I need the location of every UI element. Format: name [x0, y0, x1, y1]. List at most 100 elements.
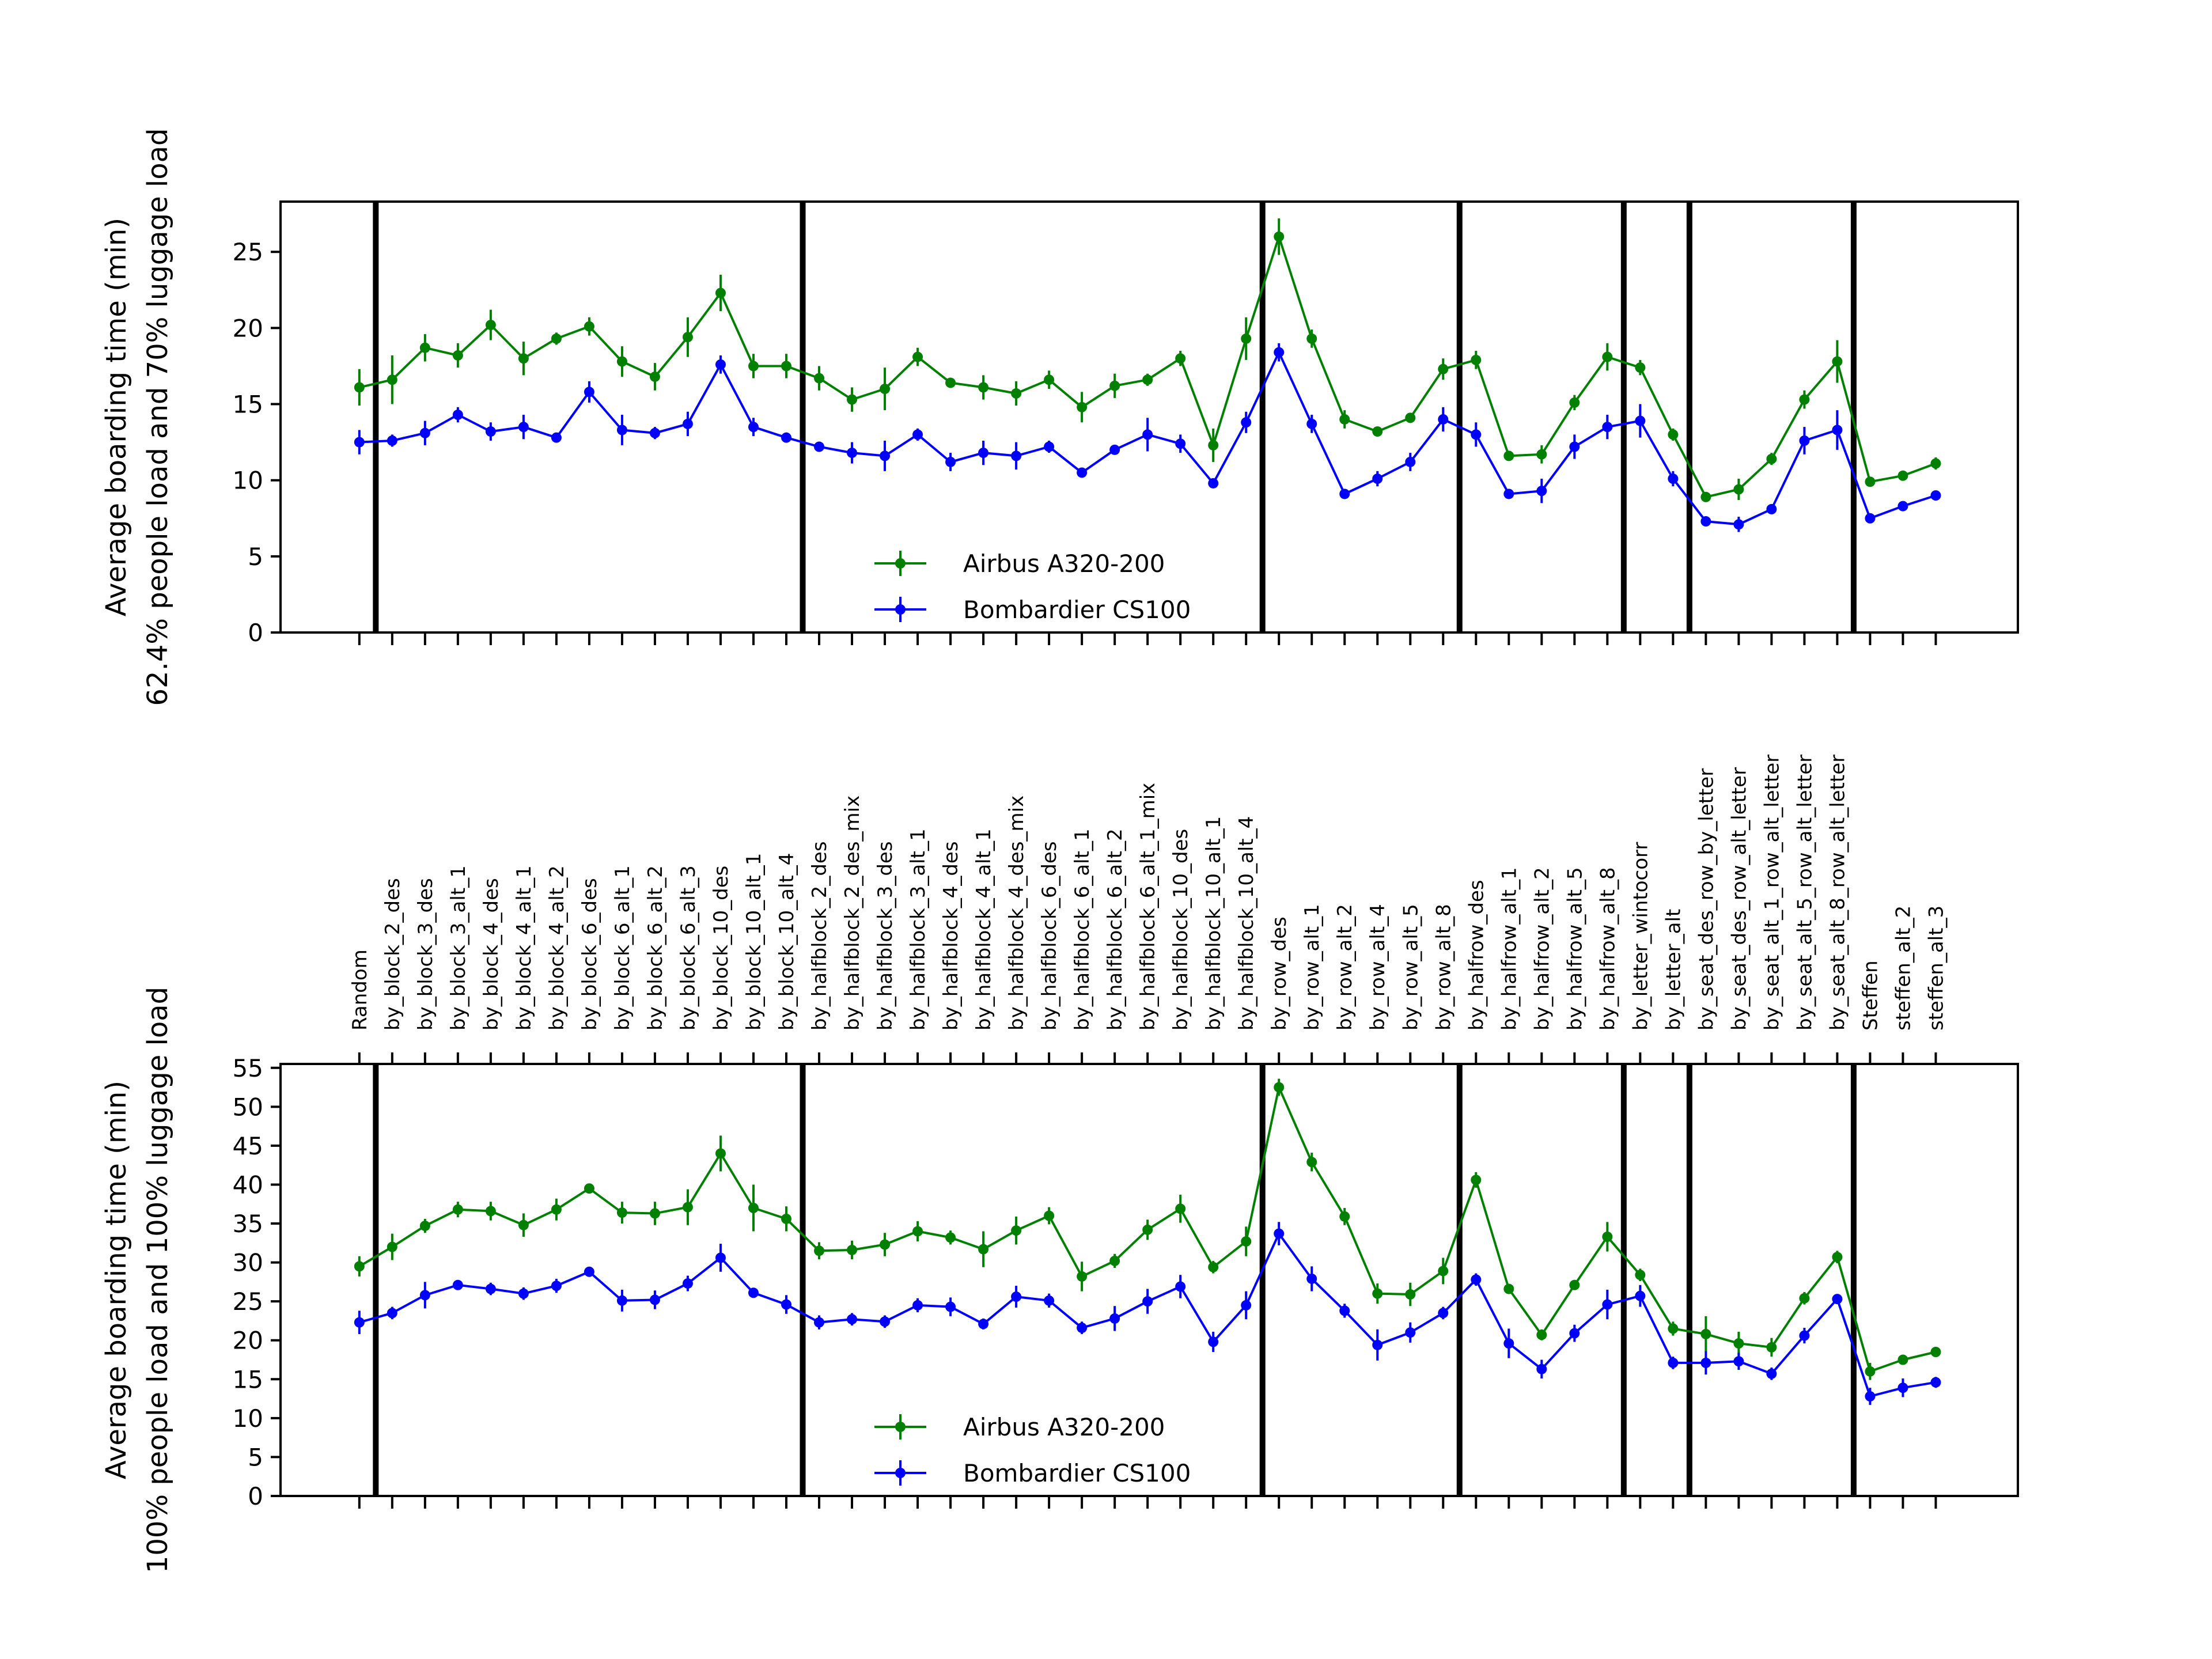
category-label: by_letter_wintocorr: [1629, 842, 1652, 1031]
category-label: by_block_10_des: [710, 866, 733, 1031]
data-point: [551, 333, 562, 344]
data-point: [1700, 1357, 1711, 1368]
data-point: [748, 361, 759, 372]
series-bombardier-cs100: [354, 1222, 1941, 1405]
legend-label: Airbus A320-200: [963, 550, 1165, 578]
legend-marker: [895, 558, 906, 569]
data-point: [880, 450, 891, 461]
category-label: by_row_alt_5: [1399, 904, 1422, 1031]
data-point: [748, 422, 759, 433]
data-point: [1011, 388, 1022, 399]
data-point: [1438, 1266, 1449, 1277]
data-point: [1077, 1271, 1088, 1282]
data-point: [485, 1206, 496, 1217]
data-point: [945, 1301, 956, 1312]
y-tick-label: 10: [233, 467, 263, 495]
data-point: [1109, 1255, 1120, 1266]
data-point: [1142, 374, 1153, 385]
axes-frame: [279, 200, 2019, 634]
category-label: by_halfblock_2_des: [808, 841, 831, 1031]
category-label: by_seat_des_row_by_letter: [1695, 768, 1718, 1031]
data-point: [1832, 356, 1843, 367]
data-point: [945, 377, 956, 388]
data-point: [1536, 449, 1547, 460]
data-point: [1011, 450, 1022, 461]
data-point: [1930, 1377, 1941, 1388]
data-point: [1897, 470, 1908, 481]
category-label: Random: [349, 949, 372, 1031]
data-point: [847, 1244, 858, 1255]
data-point: [518, 1288, 529, 1299]
data-point: [1438, 363, 1449, 374]
category-label: by_seat_alt_1_row_alt_letter: [1760, 755, 1783, 1031]
legend-label: Airbus A320-200: [963, 1413, 1165, 1441]
data-point: [814, 1317, 825, 1328]
data-point: [1306, 1273, 1317, 1284]
data-point: [1503, 450, 1514, 461]
data-point: [1339, 414, 1350, 425]
data-point: [1077, 467, 1088, 478]
category-label: by_block_3_des: [414, 878, 437, 1031]
axes-frame: [279, 1063, 2019, 1497]
data-point: [781, 1299, 792, 1310]
category-label: by_letter_alt: [1662, 909, 1685, 1031]
data-point: [1077, 1323, 1088, 1334]
data-point: [1339, 1305, 1350, 1316]
category-label: by_row_alt_8: [1432, 904, 1455, 1031]
data-point: [1635, 1270, 1646, 1281]
data-point: [1175, 1281, 1186, 1292]
y-tick-label: 45: [233, 1132, 263, 1160]
data-point: [1700, 516, 1711, 527]
data-point: [781, 432, 792, 443]
data-point: [1766, 1342, 1777, 1353]
data-point: [1865, 1391, 1876, 1402]
category-label: by_halfrow_alt_8: [1596, 867, 1619, 1031]
data-point: [616, 1207, 627, 1218]
data-point: [1897, 1382, 1908, 1393]
data-point: [1372, 1288, 1383, 1299]
y-tick-label: 55: [233, 1054, 263, 1082]
data-point: [649, 1294, 660, 1305]
data-point: [682, 1202, 693, 1213]
y-tick-label: 5: [248, 1443, 263, 1471]
category-label: by_row_des: [1268, 916, 1291, 1031]
data-point: [1044, 1295, 1055, 1306]
category-label: by_halfrow_alt_5: [1563, 867, 1586, 1031]
data-point: [1766, 453, 1777, 464]
legend-marker: [895, 1468, 906, 1478]
chart-panels: 0 5 10 15 20 25 Average boarding time (min) 62.…: [100, 128, 2019, 1573]
category-label: by_halfblock_10_alt_4: [1235, 816, 1258, 1031]
data-point: [1733, 519, 1744, 530]
data-point: [452, 1279, 463, 1290]
data-point: [847, 448, 858, 459]
data-point: [419, 1290, 430, 1301]
data-point: [1077, 402, 1088, 412]
category-label: by_block_6_alt_2: [644, 865, 667, 1031]
data-point: [485, 320, 496, 331]
data-point: [912, 429, 923, 440]
category-label: by_block_10_alt_1: [743, 853, 766, 1031]
data-point: [1044, 1210, 1055, 1221]
data-point: [781, 1213, 792, 1224]
data-point: [1536, 1330, 1547, 1340]
data-point: [1208, 1336, 1219, 1347]
category-label: by_block_6_alt_1: [611, 865, 634, 1031]
data-point: [1241, 333, 1252, 344]
category-label: by_halfblock_4_des: [940, 841, 963, 1031]
data-point: [1471, 354, 1482, 365]
data-point: [1044, 441, 1055, 452]
panel-1: 0 5 10 15 20 25 Average boarding time (min) 62.…: [100, 128, 2019, 706]
data-point: [419, 342, 430, 353]
data-point: [452, 1204, 463, 1215]
category-label: by_block_6_des: [578, 878, 601, 1031]
category-label: by_halfrow_alt_1: [1498, 867, 1521, 1031]
legend-label: Bombardier CS100: [963, 1459, 1191, 1487]
category-label: by_halfblock_3_des: [874, 841, 897, 1031]
data-point: [1142, 1224, 1153, 1235]
data-point: [1208, 478, 1219, 488]
data-point: [1306, 418, 1317, 429]
y-tick-label: 20: [233, 1327, 263, 1355]
data-point: [1208, 440, 1219, 450]
category-label: by_row_alt_2: [1334, 904, 1357, 1031]
